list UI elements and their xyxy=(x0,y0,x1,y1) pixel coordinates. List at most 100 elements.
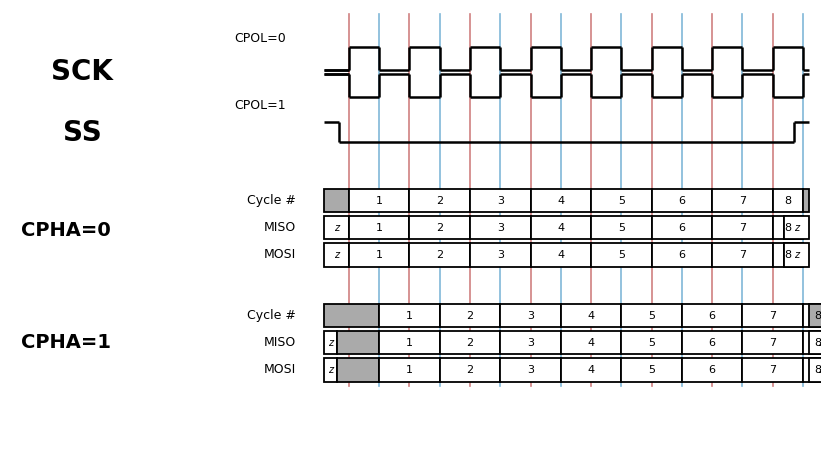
FancyBboxPatch shape xyxy=(784,216,809,239)
Text: 8: 8 xyxy=(814,311,821,321)
Text: 7: 7 xyxy=(769,338,777,348)
FancyBboxPatch shape xyxy=(803,304,821,327)
Text: CPOL=1: CPOL=1 xyxy=(234,99,286,112)
FancyBboxPatch shape xyxy=(784,243,803,267)
Text: 4: 4 xyxy=(588,365,594,375)
FancyBboxPatch shape xyxy=(773,216,803,239)
Text: 8: 8 xyxy=(784,223,791,233)
Text: 7: 7 xyxy=(739,223,746,233)
FancyBboxPatch shape xyxy=(324,358,337,382)
Text: 6: 6 xyxy=(709,338,716,348)
FancyBboxPatch shape xyxy=(784,216,803,239)
Text: 5: 5 xyxy=(648,338,655,348)
FancyBboxPatch shape xyxy=(379,331,440,354)
FancyBboxPatch shape xyxy=(591,189,652,212)
FancyBboxPatch shape xyxy=(682,304,742,327)
FancyBboxPatch shape xyxy=(591,243,652,267)
FancyBboxPatch shape xyxy=(809,358,821,382)
Text: 6: 6 xyxy=(709,311,716,321)
Text: SS: SS xyxy=(62,119,102,147)
Text: z: z xyxy=(794,250,799,260)
Text: z: z xyxy=(819,365,821,375)
Text: 2: 2 xyxy=(436,250,443,260)
Text: 7: 7 xyxy=(769,365,777,375)
Text: CPHA=1: CPHA=1 xyxy=(21,333,111,352)
FancyBboxPatch shape xyxy=(410,216,470,239)
FancyBboxPatch shape xyxy=(470,216,530,239)
FancyBboxPatch shape xyxy=(652,189,713,212)
Text: MISO: MISO xyxy=(264,336,296,349)
Text: 3: 3 xyxy=(497,196,504,206)
FancyBboxPatch shape xyxy=(470,189,530,212)
Text: MISO: MISO xyxy=(264,221,296,234)
FancyBboxPatch shape xyxy=(337,331,379,354)
Text: 5: 5 xyxy=(648,365,655,375)
Text: 8: 8 xyxy=(814,338,821,348)
Text: Cycle #: Cycle # xyxy=(246,194,296,207)
FancyBboxPatch shape xyxy=(591,216,652,239)
Text: z: z xyxy=(328,365,333,375)
Text: 8: 8 xyxy=(784,250,791,260)
Text: MOSI: MOSI xyxy=(264,364,296,376)
Text: 3: 3 xyxy=(527,338,534,348)
FancyBboxPatch shape xyxy=(652,243,713,267)
FancyBboxPatch shape xyxy=(500,358,561,382)
Text: 5: 5 xyxy=(618,223,625,233)
Text: 2: 2 xyxy=(436,196,443,206)
FancyBboxPatch shape xyxy=(470,243,530,267)
FancyBboxPatch shape xyxy=(652,216,713,239)
Text: CPHA=0: CPHA=0 xyxy=(21,221,111,239)
FancyBboxPatch shape xyxy=(410,189,470,212)
Text: 6: 6 xyxy=(678,196,686,206)
Text: z: z xyxy=(819,338,821,348)
FancyBboxPatch shape xyxy=(561,304,621,327)
FancyBboxPatch shape xyxy=(530,243,591,267)
FancyBboxPatch shape xyxy=(440,304,500,327)
Text: Cycle #: Cycle # xyxy=(246,309,296,322)
FancyBboxPatch shape xyxy=(621,331,682,354)
FancyBboxPatch shape xyxy=(621,358,682,382)
FancyBboxPatch shape xyxy=(324,189,349,212)
FancyBboxPatch shape xyxy=(742,331,803,354)
Text: 7: 7 xyxy=(739,250,746,260)
Text: 2: 2 xyxy=(466,338,474,348)
Text: 6: 6 xyxy=(678,223,686,233)
Text: 6: 6 xyxy=(678,250,686,260)
Text: 4: 4 xyxy=(557,250,564,260)
Text: CPOL=0: CPOL=0 xyxy=(234,32,286,45)
Text: 1: 1 xyxy=(406,338,413,348)
FancyBboxPatch shape xyxy=(809,331,821,354)
Text: SCK: SCK xyxy=(51,58,113,86)
Text: 3: 3 xyxy=(527,311,534,321)
FancyBboxPatch shape xyxy=(803,331,821,354)
FancyBboxPatch shape xyxy=(379,358,440,382)
FancyBboxPatch shape xyxy=(349,189,410,212)
Text: 1: 1 xyxy=(376,223,383,233)
Text: 4: 4 xyxy=(557,223,564,233)
Text: 7: 7 xyxy=(739,196,746,206)
FancyBboxPatch shape xyxy=(349,216,410,239)
FancyBboxPatch shape xyxy=(773,243,803,267)
FancyBboxPatch shape xyxy=(809,304,821,327)
Text: MOSI: MOSI xyxy=(264,249,296,261)
FancyBboxPatch shape xyxy=(337,358,379,382)
FancyBboxPatch shape xyxy=(530,189,591,212)
Text: 4: 4 xyxy=(557,196,564,206)
Text: 5: 5 xyxy=(618,196,625,206)
Text: 1: 1 xyxy=(406,311,413,321)
FancyBboxPatch shape xyxy=(621,304,682,327)
FancyBboxPatch shape xyxy=(713,243,773,267)
FancyBboxPatch shape xyxy=(324,304,379,327)
Text: 8: 8 xyxy=(784,196,791,206)
FancyBboxPatch shape xyxy=(742,358,803,382)
FancyBboxPatch shape xyxy=(561,331,621,354)
Text: 2: 2 xyxy=(436,223,443,233)
Text: 3: 3 xyxy=(527,365,534,375)
Text: 6: 6 xyxy=(709,365,716,375)
FancyBboxPatch shape xyxy=(500,304,561,327)
Text: z: z xyxy=(328,338,333,348)
FancyBboxPatch shape xyxy=(324,331,337,354)
FancyBboxPatch shape xyxy=(742,304,803,327)
FancyBboxPatch shape xyxy=(713,189,773,212)
FancyBboxPatch shape xyxy=(803,358,821,382)
